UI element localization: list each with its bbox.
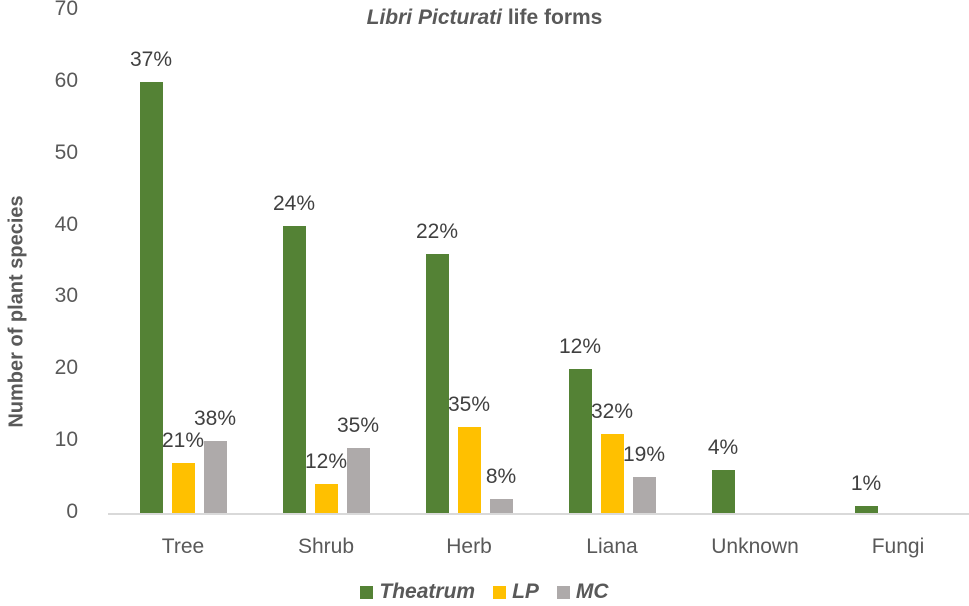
bar-mc-shrub	[346, 448, 370, 513]
legend: Theatrum LP MC	[0, 580, 969, 604]
y-tick-label: 10	[54, 428, 78, 452]
legend-label: LP	[512, 580, 539, 603]
y-tick-label: 70	[54, 0, 78, 20]
bar-theatrum-tree	[139, 81, 163, 513]
y-tick-label: 60	[54, 68, 78, 92]
bar-mc-liana	[632, 477, 656, 513]
data-label: 38%	[193, 407, 237, 431]
legend-swatch-icon	[556, 585, 570, 599]
data-label: 22%	[415, 220, 459, 244]
legend-item-mc: MC	[556, 580, 609, 604]
data-label: 32%	[590, 399, 634, 423]
bar-theatrum-liana	[568, 369, 592, 513]
x-tick-label: Fungi	[871, 535, 925, 558]
data-label: 19%	[622, 443, 666, 467]
bar-lp-liana	[600, 433, 624, 513]
x-tick-label: Herb	[446, 535, 492, 558]
bar-mc-tree	[203, 441, 227, 513]
x-tick-label: Shrub	[297, 535, 355, 558]
bar-mc-herb	[489, 498, 513, 513]
legend-label: Theatrum	[379, 580, 476, 603]
bar-lp-shrub	[314, 484, 338, 513]
x-axis-line	[108, 513, 969, 515]
data-label: 1%	[850, 471, 882, 495]
x-tick-label: Tree	[161, 535, 205, 558]
data-label: 4%	[707, 435, 739, 459]
data-label: 21%	[161, 428, 205, 452]
chart-title-italic: Libri Picturati	[366, 6, 502, 29]
legend-label: MC	[575, 580, 609, 603]
chart-title-rest: life forms	[502, 6, 603, 29]
bar-theatrum-fungi	[854, 505, 878, 513]
y-tick-label: 50	[54, 140, 78, 164]
data-label: 12%	[558, 335, 602, 359]
data-label: 35%	[336, 414, 380, 438]
y-tick-label: 40	[54, 212, 78, 236]
chart-title: Libri Picturati life forms	[0, 6, 969, 30]
data-label: 35%	[447, 392, 491, 416]
data-label: 8%	[485, 464, 517, 488]
data-label: 24%	[272, 191, 316, 215]
bar-lp-tree	[171, 462, 195, 513]
data-label: 37%	[129, 47, 173, 71]
legend-item-lp: LP	[493, 580, 539, 604]
bar-theatrum-shrub	[282, 225, 306, 513]
y-axis-label: Number of plant species	[5, 195, 28, 428]
y-tick-label: 0	[66, 500, 78, 523]
x-tick-label: Liana	[586, 535, 638, 558]
bar-theatrum-herb	[425, 254, 449, 513]
legend-swatch-icon	[360, 585, 374, 599]
data-label: 12%	[304, 450, 348, 474]
bar-lp-herb	[457, 426, 481, 513]
legend-item-theatrum: Theatrum	[360, 580, 475, 604]
legend-swatch-icon	[493, 585, 507, 599]
bar-theatrum-unknown	[711, 469, 735, 513]
y-tick-label: 30	[54, 284, 78, 308]
y-tick-label: 20	[54, 356, 78, 380]
x-tick-label: Unknown	[711, 535, 799, 558]
